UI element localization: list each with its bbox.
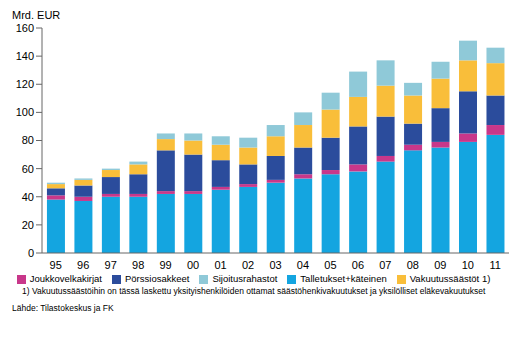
svg-text:04: 04 <box>297 259 309 271</box>
svg-text:07: 07 <box>379 259 391 271</box>
svg-text:01: 01 <box>214 259 226 271</box>
html-text:Vakuutussäästöt 1): Vakuutussäästöt 1) <box>409 273 491 284</box>
svg-text:10: 10 <box>462 259 474 271</box>
svg-text:09: 09 <box>434 259 446 271</box>
html-text:Sijoitusrahastot: Sijoitusrahastot <box>212 273 278 284</box>
svg-text:160: 160 <box>16 22 34 34</box>
svg-text:100: 100 <box>16 106 34 118</box>
svg-text:11: 11 <box>490 259 501 271</box>
svg-text:08: 08 <box>407 259 419 271</box>
svg-text:00: 00 <box>187 259 199 271</box>
svg-text:02: 02 <box>242 259 254 271</box>
svg-text:60: 60 <box>22 163 34 175</box>
svg-text:140: 140 <box>16 50 34 62</box>
html-text:Talletukset+käteinen: Talletukset+käteinen <box>300 273 387 284</box>
svg-text:95: 95 <box>50 259 62 271</box>
html-text:Pörssiosakkeet: Pörssiosakkeet <box>125 273 190 284</box>
svg-text:80: 80 <box>22 134 34 146</box>
html-text:Joukkovelkakirjat: Joukkovelkakirjat <box>29 273 102 284</box>
svg-text:06: 06 <box>352 259 364 271</box>
svg-text:05: 05 <box>324 259 336 271</box>
svg-text:98: 98 <box>132 259 144 271</box>
svg-text:0: 0 <box>28 247 34 259</box>
svg-text:97: 97 <box>105 259 117 271</box>
svg-text:40: 40 <box>22 191 34 203</box>
svg-text:99: 99 <box>159 259 171 271</box>
svg-text:03: 03 <box>269 259 281 271</box>
html-text:1) Vakuutussäästöihin on tässä: 1) Vakuutussäästöihin on tässä laskettu … <box>22 286 486 296</box>
svg-text:96: 96 <box>77 259 89 271</box>
html-text:Mrd. EUR: Mrd. EUR <box>12 9 61 21</box>
svg-text:120: 120 <box>16 78 34 90</box>
svg-text:20: 20 <box>22 219 34 231</box>
html-text:Lähde: Tilastokeskus ja FK: Lähde: Tilastokeskus ja FK <box>12 303 114 313</box>
